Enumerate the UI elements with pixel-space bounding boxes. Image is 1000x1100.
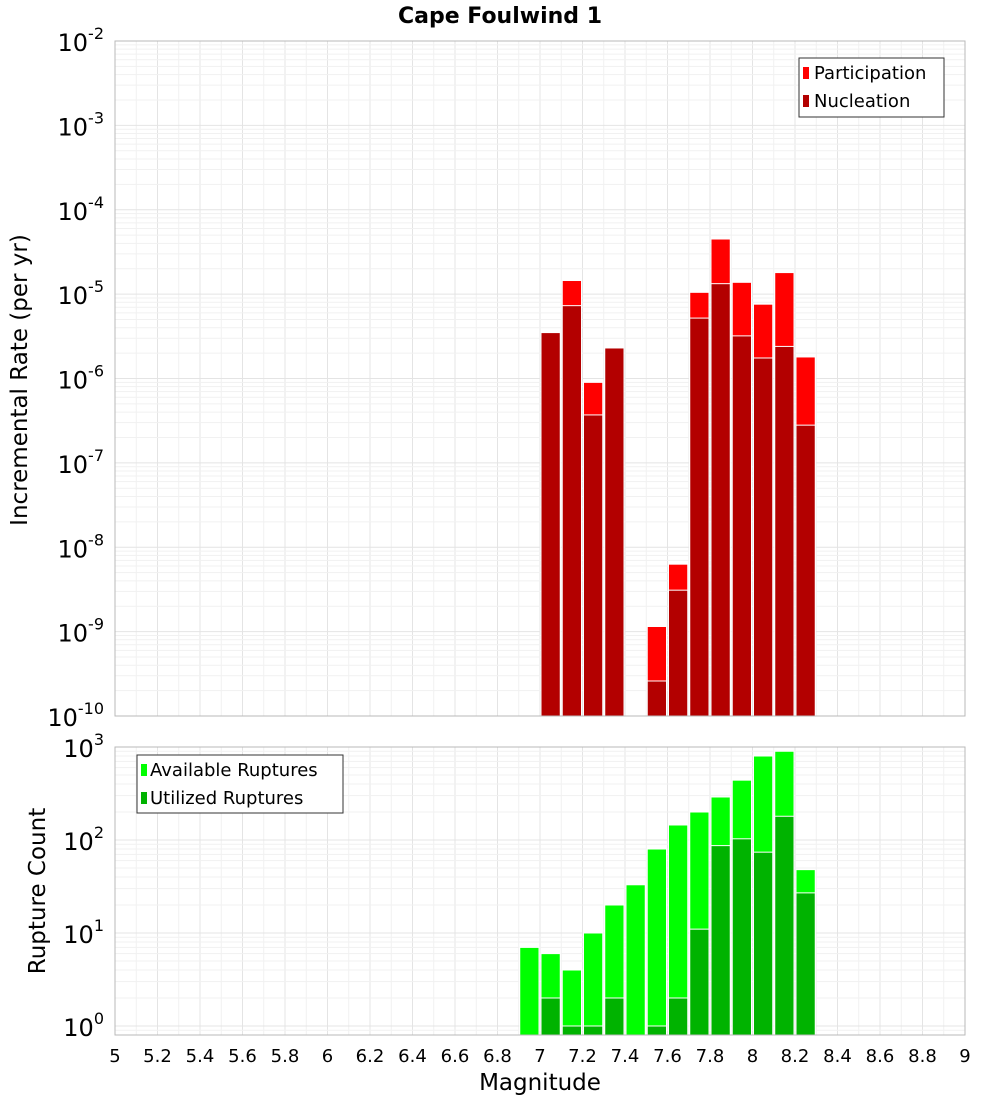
magnitude-x-tick-label: 8.4 <box>823 1046 852 1067</box>
legend-nucleation-label: Nucleation <box>814 91 910 112</box>
count-y-ticks: 100 101 102 103 <box>63 730 104 1042</box>
count-bar-utilized-ruptures <box>583 1025 604 1036</box>
count-bars <box>519 750 816 1036</box>
count-bar-available-ruptures <box>646 848 667 1036</box>
magnitude-x-tick-label: 7.6 <box>653 1046 682 1067</box>
magnitude-x-tick-label: 5.6 <box>228 1046 257 1067</box>
rate-bar-nucleation <box>561 305 582 717</box>
count-bar-utilized-ruptures <box>689 928 710 1036</box>
rate-legend-box <box>798 57 945 118</box>
count-y-tick-label: 102 <box>63 823 104 856</box>
count-bar-utilized-ruptures <box>561 1025 582 1036</box>
rate-bar-nucleation <box>540 332 561 717</box>
magnitude-x-tick-label: 8 <box>747 1046 758 1067</box>
count-plot-frame <box>114 746 966 1036</box>
count-bar-available-ruptures <box>625 884 646 1036</box>
magnitude-x-tick-label: 5.2 <box>143 1046 172 1067</box>
magnitude-x-tick-label: 8.8 <box>908 1046 937 1067</box>
rate-y-ticks: 10-10 10-9 10-8 10-7 10-6 10-5 10-4 10-3 10-2 <box>47 24 104 732</box>
rate-y-tick-label: 10-8 <box>58 530 105 563</box>
count-bar-utilized-ruptures <box>646 1025 667 1036</box>
magnitude-x-tick-label: 6.8 <box>483 1046 512 1067</box>
rate-y-tick-label: 10-9 <box>58 615 105 648</box>
legend-nucleation-swatch <box>803 95 809 107</box>
count-y-tick-label: 100 <box>63 1009 104 1042</box>
count-bar-utilized-ruptures <box>795 892 816 1036</box>
magnitude-x-tick-label: 6.4 <box>398 1046 427 1067</box>
count-bar-available-ruptures <box>561 969 582 1036</box>
count-bar-utilized-ruptures <box>774 815 795 1036</box>
count-bar-available-ruptures <box>583 932 604 1036</box>
rate-bar-nucleation <box>689 317 710 717</box>
magnitude-x-tick-label: 7.8 <box>696 1046 725 1067</box>
rate-y-tick-label: 10-3 <box>58 108 105 141</box>
rate-bar-nucleation <box>668 589 689 717</box>
rate-legend: Participation Nucleation <box>798 57 945 118</box>
rate-y-tick-label: 10-7 <box>58 446 105 479</box>
chart-title: Cape Foulwind 1 <box>398 4 602 29</box>
rate-grid <box>114 40 966 717</box>
magnitude-x-tick-label: 6 <box>322 1046 333 1067</box>
rate-bar-nucleation <box>710 283 731 717</box>
rate-y-tick-label: 10-4 <box>58 193 105 226</box>
magnitude-x-tick-label: 6.6 <box>441 1046 470 1067</box>
rate-bar-nucleation <box>604 347 625 717</box>
count-y-tick-label: 103 <box>63 730 104 763</box>
count-bar-utilized-ruptures <box>604 997 625 1036</box>
rate-panel: 10-10 10-9 10-8 10-7 10-6 10-5 10-4 10-3 10-2 In… <box>7 24 966 732</box>
magnitude-x-tick-label: 5.4 <box>186 1046 215 1067</box>
magnitude-x-ticks: 5 5.2 5.4 5.6 5.8 6 6.2 6.4 6.6 6.8 7 7.2 7.4 7.6 7.8 8… <box>109 1046 970 1067</box>
count-legend: Available Ruptures Utilized Ruptures <box>136 754 344 814</box>
count-y-axis-label: Rupture Count <box>25 808 51 974</box>
rate-y-tick-label: 10-2 <box>58 24 105 57</box>
magnitude-x-tick-label: 5.8 <box>271 1046 300 1067</box>
magnitude-x-tick-label: 9 <box>959 1046 970 1067</box>
magnitude-x-tick-label: 7.2 <box>568 1046 597 1067</box>
count-bar-utilized-ruptures <box>731 838 752 1036</box>
magnitude-x-tick-label: 7.4 <box>611 1046 640 1067</box>
count-y-tick-label: 101 <box>63 916 104 949</box>
rate-y-tick-label: 10-5 <box>58 277 105 310</box>
rate-plot-frame <box>114 40 966 717</box>
rate-bar-nucleation <box>753 357 774 717</box>
magnitude-x-tick-label: 5 <box>109 1046 120 1067</box>
legend-available-swatch <box>141 764 147 776</box>
magnitude-x-axis-label: Magnitude <box>479 1070 601 1096</box>
rate-y-axis-label: Incremental Rate (per yr) <box>7 234 33 526</box>
legend-available-label: Available Ruptures <box>150 760 318 781</box>
legend-utilized-label: Utilized Ruptures <box>150 788 303 809</box>
count-bar-utilized-ruptures <box>753 851 774 1036</box>
count-panel: 100 101 102 103 5 5.2 5.4 5.6 5.8 6 6.2 6.4 6.6 6.8 7… <box>25 730 971 1096</box>
rate-bar-nucleation <box>795 424 816 717</box>
rate-bar-nucleation <box>731 335 752 717</box>
count-legend-box <box>136 754 344 814</box>
rate-y-tick-label: 10-6 <box>58 362 105 395</box>
count-bar-utilized-ruptures <box>668 997 689 1036</box>
count-bar-utilized-ruptures <box>540 997 561 1036</box>
count-bar-available-ruptures <box>519 946 540 1036</box>
legend-participation-swatch <box>803 67 809 79</box>
rate-bar-nucleation <box>583 414 604 717</box>
magnitude-x-tick-label: 8.6 <box>866 1046 895 1067</box>
magnitude-x-tick-label: 7 <box>534 1046 545 1067</box>
rate-bar-nucleation <box>646 680 667 717</box>
magnitude-x-tick-label: 6.2 <box>356 1046 385 1067</box>
count-bar-utilized-ruptures <box>710 845 731 1036</box>
legend-participation-label: Participation <box>814 63 926 84</box>
legend-utilized-swatch <box>141 792 147 804</box>
rate-y-tick-label: 10-10 <box>47 699 104 732</box>
magnitude-x-tick-label: 8.2 <box>781 1046 810 1067</box>
rate-bar-nucleation <box>774 345 795 717</box>
